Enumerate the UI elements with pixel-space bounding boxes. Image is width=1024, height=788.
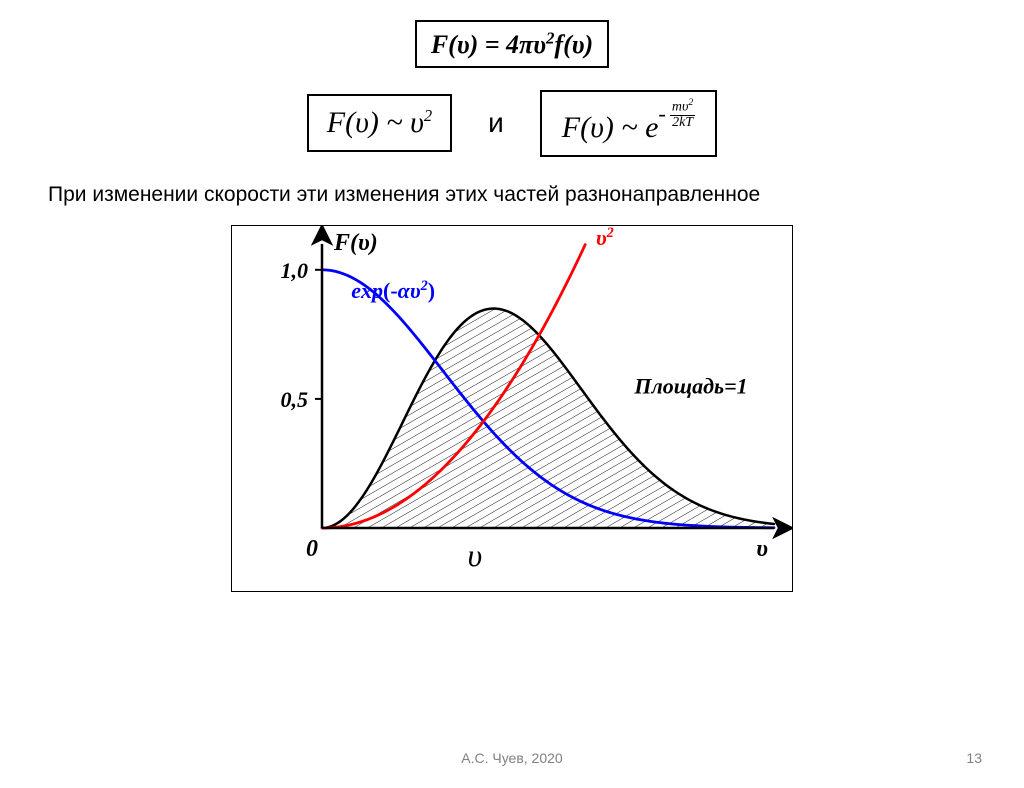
footer-page: 13 (966, 750, 982, 766)
body-text: При изменении скорости эти изменения эти… (48, 183, 1024, 207)
svg-text:0,5: 0,5 (281, 387, 309, 412)
svg-text:F(υ): F(υ) (333, 230, 378, 256)
svg-text:υ: υ (756, 536, 768, 562)
equation-right: F(υ) ~ e-mυ22kT (562, 111, 696, 144)
equation-left: F(υ) ~ υ2 (327, 106, 432, 139)
svg-text:0: 0 (306, 536, 318, 562)
svg-text:exp(-αυ2): exp(-αυ2) (351, 277, 435, 302)
equation-top-box: F(υ) = 4πυ2f(υ) (415, 20, 609, 68)
equation-right-box: F(υ) ~ e-mυ22kT (540, 90, 718, 157)
svg-text:Площадь=1: Площадь=1 (633, 373, 747, 398)
equation-top: F(υ) = 4πυ2f(υ) (431, 30, 593, 59)
chart-svg: 0,5 1,0 F(υ) 0 υ υ exp(-αυ2) υ2 Площадь=1 (232, 226, 792, 586)
distribution-chart: 0,5 1,0 F(υ) 0 υ υ exp(-αυ2) υ2 Площадь=1 (231, 225, 793, 592)
footer-author: А.С. Чуев, 2020 (0, 750, 1024, 766)
equation-left-box: F(υ) ~ υ2 (307, 94, 452, 152)
and-label: и (488, 107, 504, 139)
svg-text:υ: υ (468, 537, 483, 573)
svg-text:1,0: 1,0 (281, 257, 309, 282)
svg-text:υ2: υ2 (596, 226, 614, 250)
